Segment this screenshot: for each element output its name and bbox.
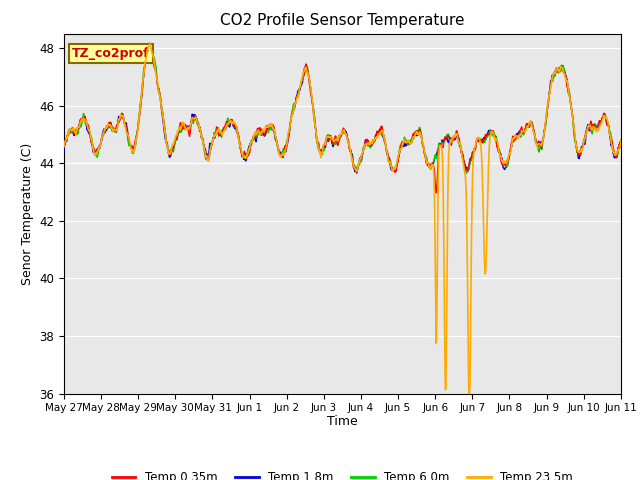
Line: Temp 0.35m: Temp 0.35m <box>64 45 621 192</box>
Temp 0.35m <box>308 100 316 106</box>
Temp 0.35m <box>318 146 326 152</box>
Temp 23.5m <box>617 138 625 144</box>
Y-axis label: Senor Temperature (C): Senor Temperature (C) <box>20 143 34 285</box>
Temp 23.5m <box>308 96 316 101</box>
Line: Temp 6.0m: Temp 6.0m <box>64 44 621 173</box>
Temp 1.8m <box>126 141 134 147</box>
Line: Temp 23.5m: Temp 23.5m <box>64 44 621 394</box>
Temp 23.5m <box>147 41 154 47</box>
Temp 1.8m <box>60 148 68 154</box>
Temp 23.5m <box>126 140 134 145</box>
Temp 23.5m <box>318 150 326 156</box>
Temp 23.5m <box>465 391 473 396</box>
Temp 23.5m <box>60 144 68 149</box>
Temp 6.0m <box>617 142 625 148</box>
Temp 23.5m <box>378 128 385 134</box>
Temp 1.8m <box>103 125 111 131</box>
Temp 0.35m <box>297 84 305 89</box>
Temp 6.0m <box>308 97 316 103</box>
Temp 1.8m <box>318 146 326 152</box>
Temp 0.35m <box>617 137 625 143</box>
Temp 0.35m <box>433 190 440 195</box>
Temp 1.8m <box>378 129 385 134</box>
Temp 1.8m <box>145 40 153 46</box>
Temp 0.35m <box>378 124 385 130</box>
Temp 6.0m <box>378 130 385 136</box>
Temp 0.35m <box>103 126 111 132</box>
Temp 23.5m <box>103 124 111 130</box>
X-axis label: Time: Time <box>327 415 358 428</box>
Title: CO2 Profile Sensor Temperature: CO2 Profile Sensor Temperature <box>220 13 465 28</box>
Text: TZ_co2prof: TZ_co2prof <box>72 47 150 60</box>
Temp 6.0m <box>60 139 68 145</box>
Temp 1.8m <box>308 98 316 104</box>
Temp 23.5m <box>297 82 305 88</box>
Temp 6.0m <box>147 41 154 47</box>
Legend: Temp 0.35m, Temp 1.8m, Temp 6.0m, Temp 23.5m: Temp 0.35m, Temp 1.8m, Temp 6.0m, Temp 2… <box>107 466 578 480</box>
Temp 6.0m <box>297 83 305 88</box>
Temp 1.8m <box>353 169 360 175</box>
Temp 6.0m <box>318 150 326 156</box>
Temp 6.0m <box>103 123 111 129</box>
Temp 0.35m <box>147 42 154 48</box>
Temp 1.8m <box>297 84 305 90</box>
Temp 1.8m <box>617 140 625 146</box>
Temp 0.35m <box>60 142 68 148</box>
Temp 0.35m <box>126 140 134 145</box>
Temp 6.0m <box>126 142 134 148</box>
Temp 6.0m <box>461 170 469 176</box>
Line: Temp 1.8m: Temp 1.8m <box>64 43 621 172</box>
